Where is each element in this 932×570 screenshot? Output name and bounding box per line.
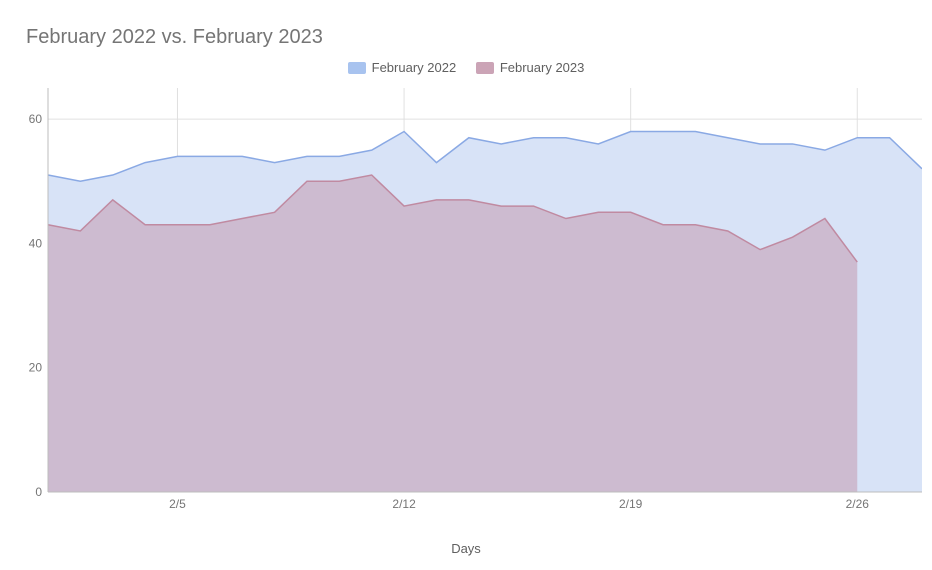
legend-swatch-2023 [476,62,494,74]
svg-text:0: 0 [35,485,42,499]
chart-title: February 2022 vs. February 2023 [26,26,323,49]
legend-swatch-2022 [348,62,366,74]
svg-text:60: 60 [29,112,43,126]
chart-svg: 0 20 40 60 2/5 2/12 2/19 2/26 [26,88,922,528]
chart-container: { "chart": { "type": "area", "title": "F… [0,0,932,570]
legend-item-2023: February 2023 [476,60,585,75]
svg-text:2/19: 2/19 [619,497,643,511]
svg-text:20: 20 [29,361,43,375]
svg-text:2/5: 2/5 [169,497,186,511]
legend-label-2022: February 2022 [372,60,457,75]
legend: February 2022 February 2023 [0,60,932,77]
x-axis-label: Days [0,541,932,556]
plot-area: 0 20 40 60 2/5 2/12 2/19 2/26 [26,88,922,528]
svg-text:40: 40 [29,236,43,250]
legend-item-2022: February 2022 [348,60,457,75]
svg-text:2/12: 2/12 [392,497,416,511]
legend-label-2023: February 2023 [500,60,585,75]
svg-text:2/26: 2/26 [846,497,870,511]
